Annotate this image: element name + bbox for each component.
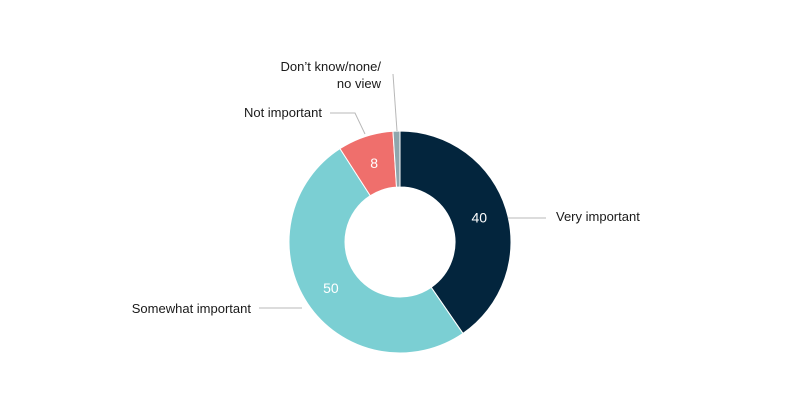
value-label-somewhat-important: 50 — [323, 280, 339, 296]
chart-leader-lines — [259, 73, 546, 309]
chart-slices — [288, 130, 512, 354]
slice-don-t-know-none-no-view — [392, 130, 401, 188]
value-label-very-important: 40 — [471, 209, 487, 225]
chart-labels: 40 Very important 50 Somewhat important 8 Not… — [132, 59, 640, 316]
slice-very-important — [399, 130, 512, 335]
leader-line-not-important — [330, 112, 366, 135]
value-label-not-important: 8 — [370, 155, 378, 171]
category-label-don-t-know-none-no-view: Don’t know/none/no view — [281, 59, 382, 91]
category-label-not-important: Not important — [244, 105, 322, 120]
category-label-very-important: Very important — [556, 209, 640, 224]
category-label-somewhat-important: Somewhat important — [132, 301, 252, 316]
leader-line-don-t-know-none-no-view — [392, 73, 398, 132]
slice-somewhat-important — [288, 147, 464, 354]
